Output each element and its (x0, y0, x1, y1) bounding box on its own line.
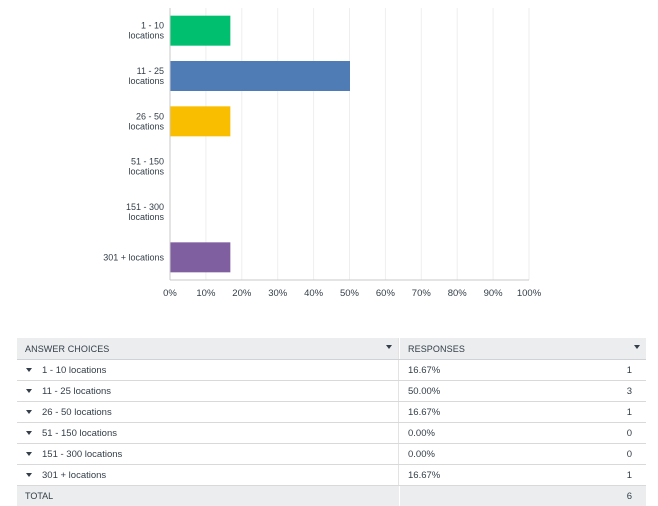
table-row: 1 - 10 locations 16.67% 1 (17, 360, 646, 381)
answer-choice-label: 11 - 25 locations (42, 385, 112, 397)
total-count: 6 (626, 490, 632, 502)
response-percent: 16.67% (408, 364, 441, 376)
responses-table: ANSWER CHOICES RESPONSES 1 - 10 location… (17, 338, 646, 506)
x-tick-label: 70% (412, 288, 432, 299)
category-label: locations (128, 31, 164, 41)
answer-choice-cell: 26 - 50 locations (17, 402, 399, 422)
answer-choice-label: 151 - 300 locations (42, 448, 123, 460)
answer-choice-cell: 301 + locations (17, 465, 399, 485)
response-count: 1 (626, 469, 632, 481)
chart-axes (169, 8, 529, 281)
total-label: TOTAL (25, 491, 54, 501)
table-row: 301 + locations 16.67% 1 (17, 465, 646, 486)
bar[interactable] (170, 61, 351, 91)
response-cell: 0.00% 0 (399, 444, 646, 464)
sort-caret-icon[interactable] (386, 345, 392, 349)
answer-choice-cell: 51 - 150 locations (17, 423, 399, 443)
x-tick-label: 40% (304, 288, 324, 299)
table-total-row: TOTAL 6 (17, 486, 646, 506)
table-header-row: ANSWER CHOICES RESPONSES (17, 338, 646, 360)
response-percent: 0.00% (408, 427, 435, 439)
category-label: 51 - 150 (131, 157, 164, 167)
category-label: 11 - 25 (137, 66, 164, 76)
x-tick-label: 80% (448, 288, 468, 299)
answer-choices-header-label: ANSWER CHOICES (25, 343, 110, 354)
table-row: 51 - 150 locations 0.00% 0 (17, 423, 646, 444)
bar[interactable] (170, 15, 231, 46)
expand-caret-icon[interactable] (26, 452, 32, 456)
responses-header[interactable]: RESPONSES (399, 338, 646, 359)
response-count: 0 (626, 448, 632, 460)
answer-choice-label: 26 - 50 locations (42, 406, 112, 418)
category-label: 1 - 10 (141, 21, 164, 31)
answer-choice-cell: 1 - 10 locations (17, 360, 399, 380)
answer-choices-header[interactable]: ANSWER CHOICES (17, 338, 399, 359)
category-label: locations (128, 212, 164, 222)
response-cell: 0.00% 0 (399, 423, 646, 443)
x-tick-label: 0% (163, 288, 177, 299)
response-count: 0 (626, 427, 632, 439)
response-percent: 0.00% (408, 448, 435, 460)
x-tick-label: 60% (376, 288, 396, 299)
responses-header-label: RESPONSES (408, 343, 465, 354)
table-body: 1 - 10 locations 16.67% 1 11 - 25 locations… (17, 360, 646, 486)
answer-choice-label: 51 - 150 locations (42, 427, 117, 439)
response-percent: 16.67% (408, 406, 441, 418)
x-tick-label: 100% (517, 288, 542, 299)
expand-caret-icon[interactable] (26, 410, 32, 414)
response-count: 1 (626, 364, 632, 376)
response-percent: 16.67% (408, 469, 441, 481)
bar[interactable] (170, 106, 231, 137)
x-tick-label: 90% (484, 288, 504, 299)
response-cell: 16.67% 1 (399, 360, 646, 380)
total-count-cell: 6 (399, 486, 646, 506)
category-label: locations (128, 76, 164, 86)
expand-caret-icon[interactable] (26, 389, 32, 393)
bar[interactable] (170, 242, 231, 273)
response-count: 3 (626, 385, 632, 397)
table-row: 11 - 25 locations 50.00% 3 (17, 381, 646, 402)
expand-caret-icon[interactable] (26, 473, 32, 477)
chart-gridlines (205, 8, 530, 280)
category-label: locations (128, 167, 164, 177)
table-row: 151 - 300 locations 0.00% 0 (17, 444, 646, 465)
table-row: 26 - 50 locations 16.67% 1 (17, 402, 646, 423)
x-tick-label: 10% (196, 288, 216, 299)
answer-choice-label: 301 + locations (42, 469, 107, 481)
response-cell: 16.67% 1 (399, 465, 646, 485)
category-label: 301 + locations (103, 252, 164, 262)
chart-bars (170, 15, 351, 273)
answer-choice-cell: 151 - 300 locations (17, 444, 399, 464)
expand-caret-icon[interactable] (26, 368, 32, 372)
response-cell: 50.00% 3 (399, 381, 646, 401)
x-tick-label: 30% (268, 288, 288, 299)
x-tick-label: 50% (340, 288, 360, 299)
sort-caret-icon[interactable] (634, 345, 640, 349)
category-label: 26 - 50 (136, 111, 164, 121)
answer-choice-cell: 11 - 25 locations (17, 381, 399, 401)
x-tick-label: 20% (232, 288, 252, 299)
x-tick-labels: 0% 10% 20% 30% 40% 50% 60% 70% 80% 90% 100% (163, 288, 542, 299)
response-cell: 16.67% 1 (399, 402, 646, 422)
response-count: 1 (626, 406, 632, 418)
total-label-cell: TOTAL (17, 486, 399, 506)
category-label: 151 - 300 (126, 202, 164, 212)
response-percent: 50.00% (408, 385, 441, 397)
answer-choice-label: 1 - 10 locations (42, 364, 107, 376)
expand-caret-icon[interactable] (26, 431, 32, 435)
category-label: locations (128, 121, 164, 131)
